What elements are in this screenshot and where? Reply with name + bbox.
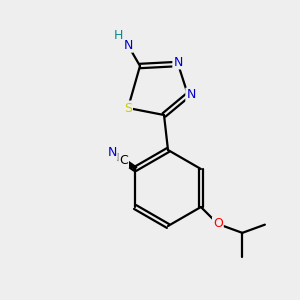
Text: N: N [107, 146, 117, 159]
Text: N: N [186, 88, 196, 101]
Text: O: O [213, 218, 223, 230]
Text: N: N [173, 56, 183, 68]
Text: C: C [119, 154, 128, 167]
Text: N: N [123, 39, 133, 52]
Text: S: S [124, 101, 132, 115]
Text: H: H [113, 29, 123, 42]
